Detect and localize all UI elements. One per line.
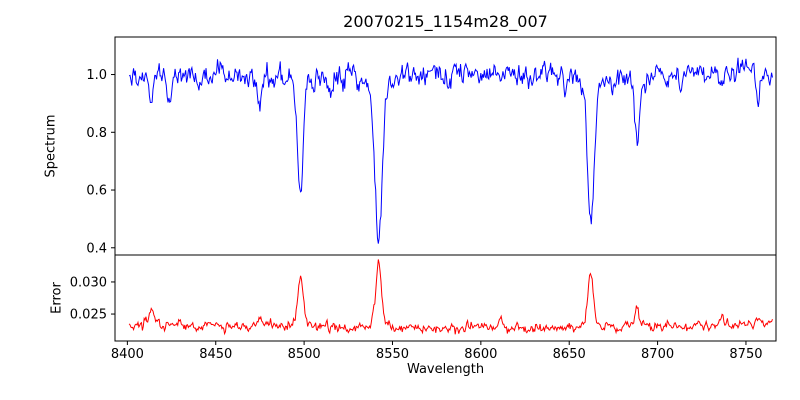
y-tick-label: 0.8 — [86, 126, 107, 141]
x-axis-label: Wavelength — [406, 362, 485, 377]
error-trace — [128, 259, 773, 336]
x-tick-label: 8750 — [729, 347, 762, 362]
y-tick-label: 0.030 — [70, 275, 107, 290]
x-tick-label: 8400 — [111, 347, 144, 362]
y-tick-label: 0.6 — [86, 184, 107, 199]
axes-frame-error — [114, 254, 777, 342]
x-tick-label: 8500 — [288, 347, 321, 362]
y-tick-label: 0.025 — [70, 308, 107, 323]
x-tick-label: 8700 — [641, 347, 674, 362]
y-axis-label-spectrum: Spectrum — [43, 114, 59, 178]
y-axis-label-error: Error — [49, 282, 65, 314]
x-tick-label: 8600 — [464, 347, 497, 362]
y-tick-label: 1.0 — [86, 68, 107, 83]
y-tick-label: 0.4 — [86, 241, 107, 256]
chart-title: 20070215_1154m28_007 — [343, 12, 548, 31]
spectrum-trace — [128, 57, 773, 244]
x-tick-label: 8450 — [199, 347, 232, 362]
x-tick-label: 8550 — [376, 347, 409, 362]
x-tick-label: 8650 — [553, 347, 586, 362]
